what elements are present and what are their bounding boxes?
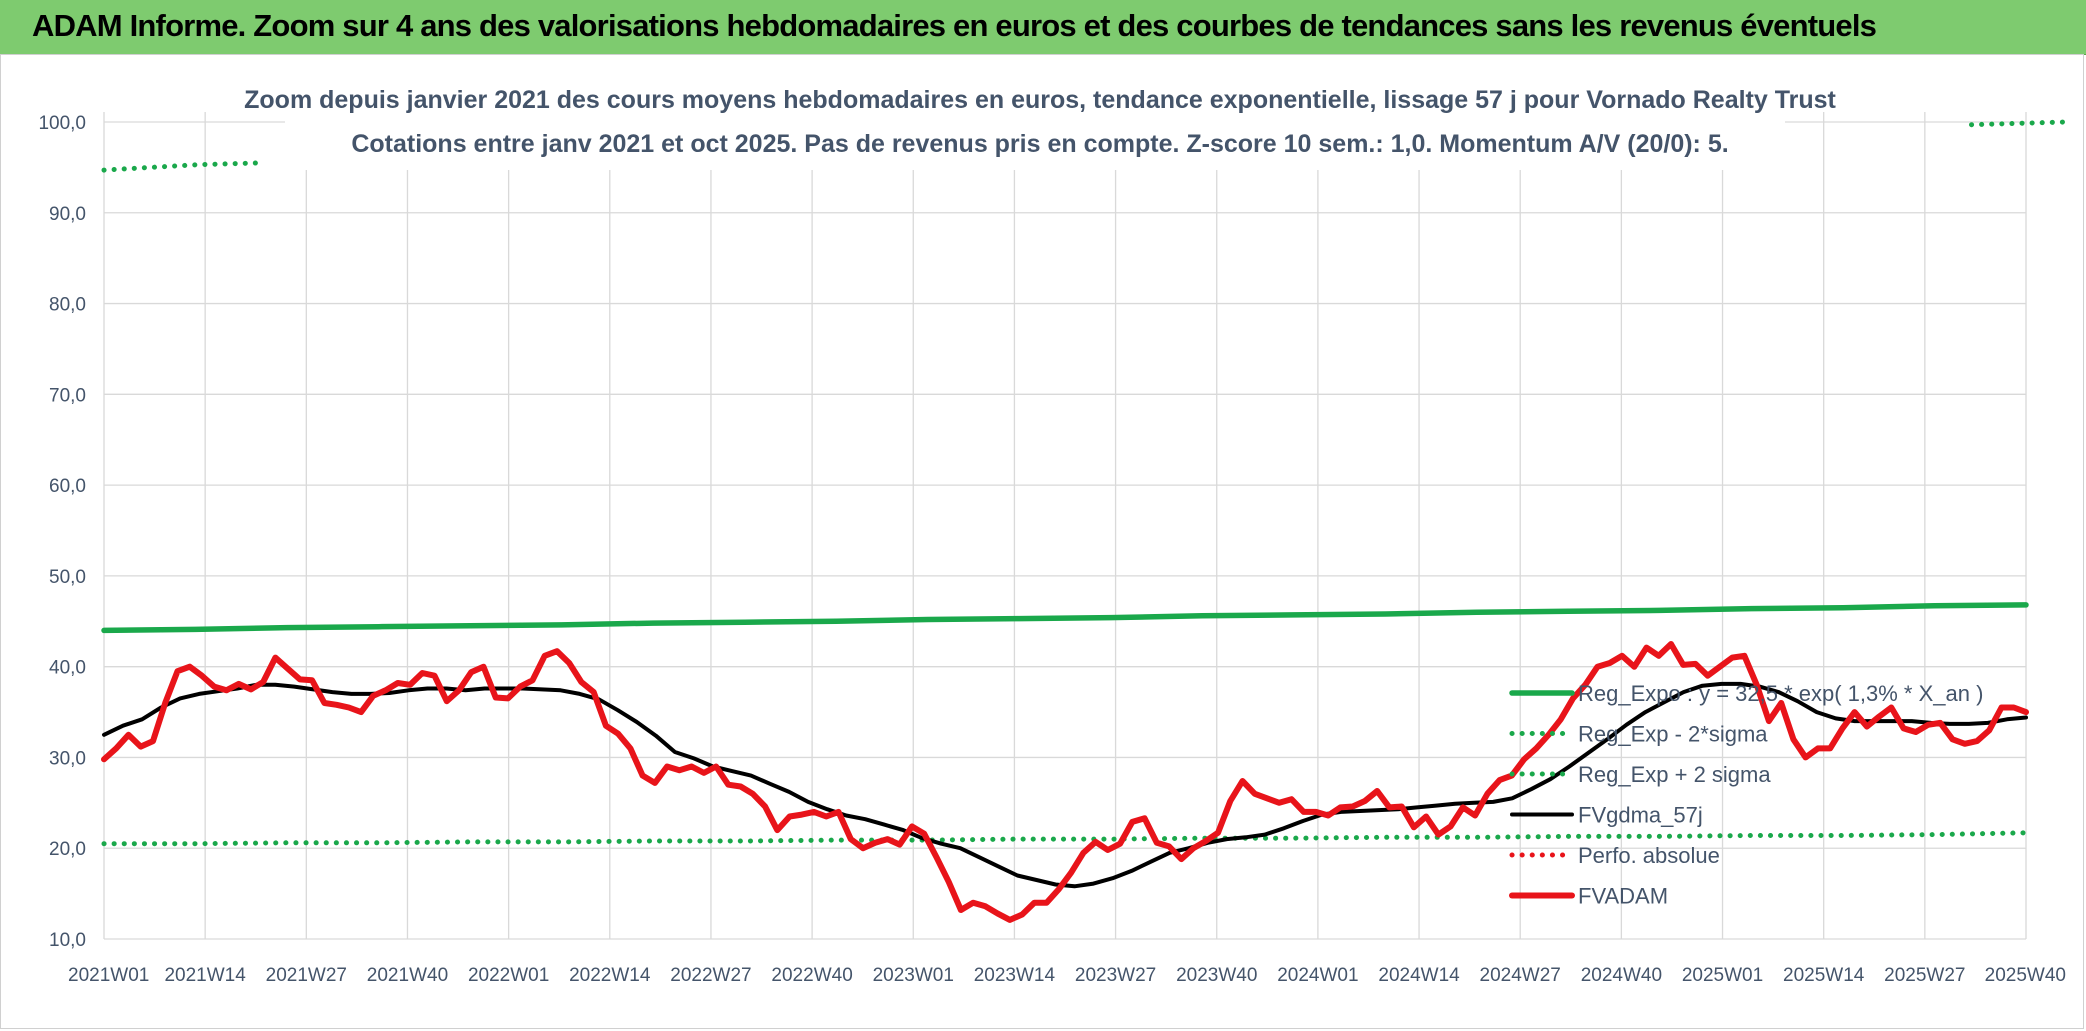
- x-tick-label: 2025W01: [1682, 965, 1763, 986]
- chart-subtitle: Cotations entre janv 2021 et oct 2025. P…: [351, 130, 1728, 158]
- series-5-line: [101, 641, 2029, 923]
- chart-frame: [0, 54, 2084, 1029]
- x-tick-label: 2022W27: [670, 965, 751, 986]
- y-tick-label: 10,0: [49, 930, 86, 951]
- chart-axes: 10,0 20,0 30,0 40,0 50,0 60,0 70,0 80,0 90,0 100,…: [38, 113, 2066, 986]
- x-tick-label: 2025W40: [1985, 965, 2066, 986]
- y-tick-label: 100,0: [38, 113, 86, 134]
- chart-grid: [103, 112, 2027, 940]
- x-tick-label: 2022W01: [468, 965, 549, 986]
- series-2-line: [101, 160, 263, 173]
- x-tick-label: 2025W27: [1884, 965, 1965, 986]
- x-tick-label: 2023W27: [1075, 965, 1156, 986]
- y-tick-label: 20,0: [49, 839, 86, 860]
- title-background: [285, 78, 1785, 170]
- chart-titles: Zoom depuis janvier 2021 des cours moyen…: [244, 78, 1837, 170]
- x-tick-label: 2021W27: [266, 965, 347, 986]
- header-banner: ADAM Informe. Zoom sur 4 ans des valoris…: [0, 0, 2086, 55]
- chart-series: [101, 119, 2068, 923]
- x-tick-label: 2021W01: [68, 965, 149, 986]
- x-tick-label: 2024W01: [1277, 965, 1358, 986]
- y-tick-label: 40,0: [49, 658, 86, 679]
- y-tick-label: 60,0: [49, 476, 86, 497]
- y-tick-label: 30,0: [49, 748, 86, 769]
- x-tick-label: 2024W27: [1480, 965, 1561, 986]
- x-tick-label: 2023W01: [873, 965, 954, 986]
- series-1-line: [101, 830, 2029, 847]
- legend-label: Reg_Expo : y = 32,5 * exp( 1,3% * X_an ): [1578, 681, 1983, 706]
- x-tick-label: 2024W14: [1378, 965, 1460, 986]
- legend-label: Perfo. absolue: [1578, 843, 1720, 868]
- x-tick-label: 2024W40: [1581, 965, 1662, 986]
- y-tick-label: 90,0: [49, 204, 86, 225]
- x-tick-label: 2025W14: [1783, 965, 1865, 986]
- x-tick-label: 2023W14: [974, 965, 1056, 986]
- y-tick-label: 80,0: [49, 295, 86, 316]
- legend-label: FVADAM: [1578, 884, 1668, 909]
- x-tick-label: 2023W40: [1176, 965, 1257, 986]
- banner-title: ADAM Informe. Zoom sur 4 ans des valoris…: [32, 8, 1877, 43]
- legend-label: Reg_Exp - 2*sigma: [1578, 722, 1768, 747]
- x-tick-label: 2022W14: [569, 965, 651, 986]
- y-tick-label: 70,0: [49, 385, 86, 406]
- chart-title: Zoom depuis janvier 2021 des cours moyen…: [244, 86, 1836, 114]
- x-tick-label: 2022W40: [771, 965, 852, 986]
- x-tick-label: 2021W14: [164, 965, 246, 986]
- legend-label: Reg_Exp + 2 sigma: [1578, 762, 1771, 787]
- chart-legend: Reg_Expo : y = 32,5 * exp( 1,3% * X_an )…: [1509, 681, 1983, 909]
- series-0-line: [101, 602, 2029, 634]
- x-tick-label: 2021W40: [367, 965, 448, 986]
- y-tick-label: 50,0: [49, 567, 86, 588]
- legend-label: FVgdma_57j: [1578, 803, 1703, 828]
